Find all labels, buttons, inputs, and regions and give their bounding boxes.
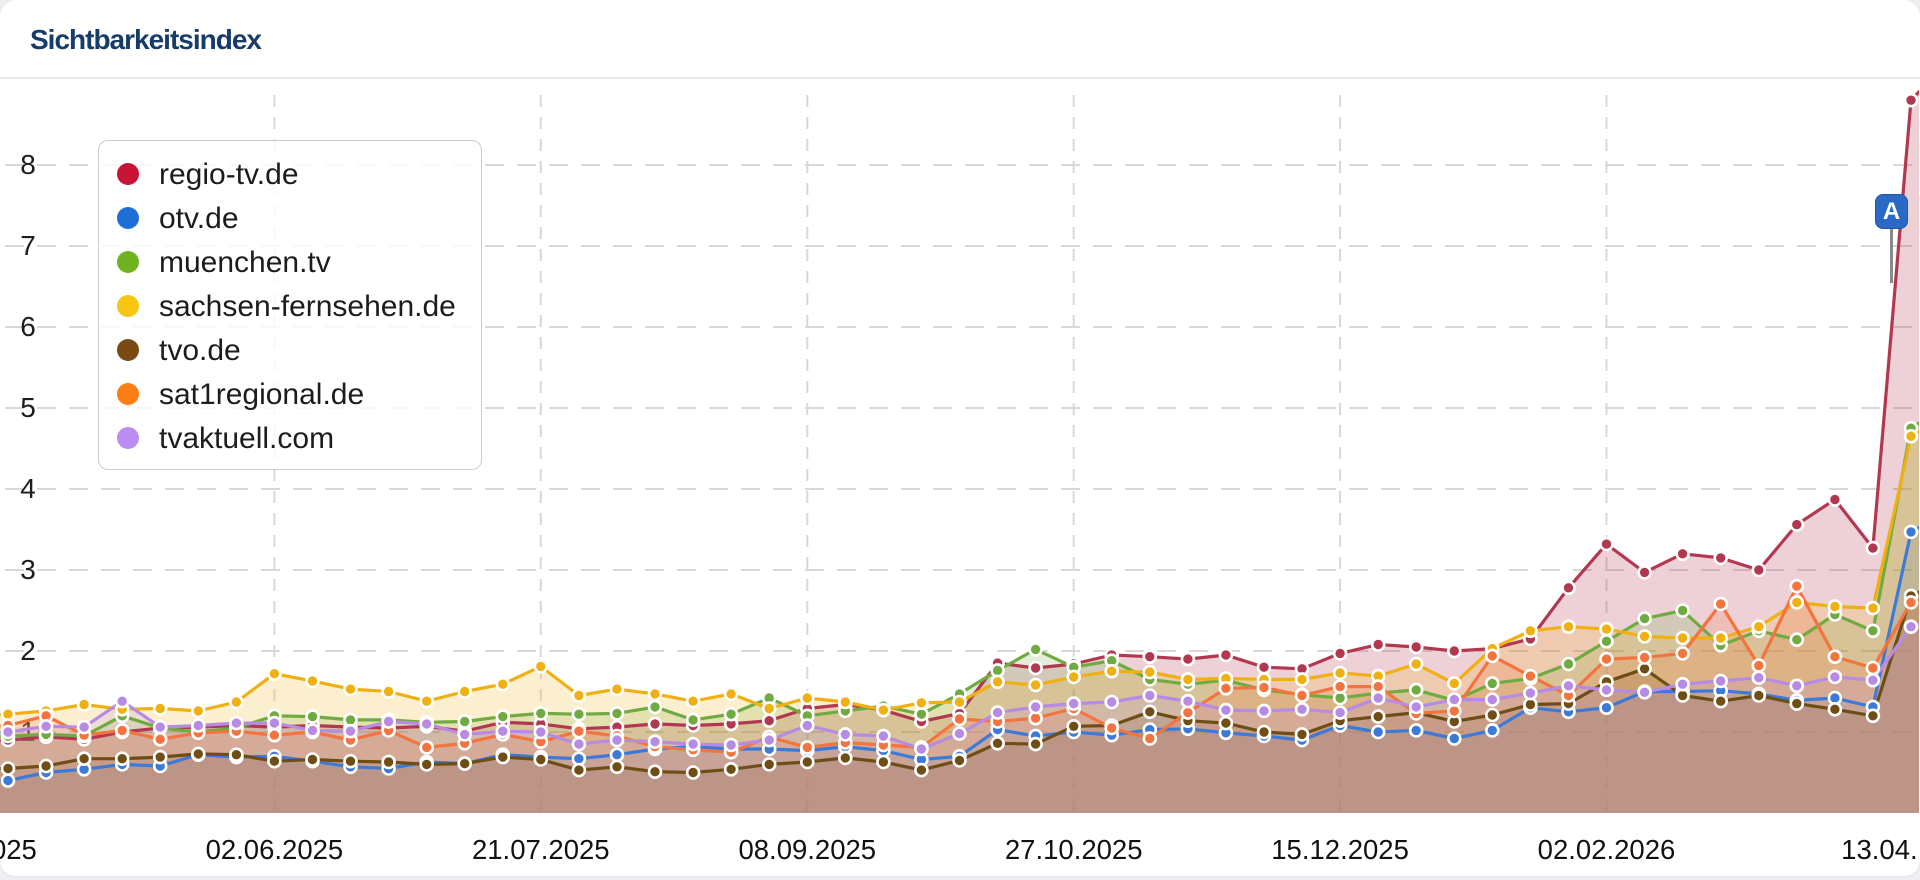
svg-text:02.06.2025: 02.06.2025: [206, 834, 344, 865]
svg-text:6: 6: [20, 311, 36, 342]
svg-text:4: 4: [20, 473, 36, 504]
svg-text:13.04.2026: 13.04.2026: [1841, 834, 1919, 865]
svg-text:02.02.2026: 02.02.2026: [1538, 834, 1676, 865]
svg-text:21.07.2025: 21.07.2025: [472, 834, 610, 865]
svg-text:2: 2: [20, 635, 36, 666]
svg-text:15.12.2025: 15.12.2025: [1271, 834, 1409, 865]
svg-text:3: 3: [20, 554, 36, 585]
svg-text:08.09.2025: 08.09.2025: [738, 834, 876, 865]
svg-text:27.10.2025: 27.10.2025: [1005, 834, 1143, 865]
svg-text:7: 7: [20, 230, 36, 261]
svg-text:5: 5: [20, 392, 36, 423]
svg-text:8: 8: [20, 149, 36, 180]
svg-text:14.04.2025: 14.04.2025: [0, 834, 37, 865]
